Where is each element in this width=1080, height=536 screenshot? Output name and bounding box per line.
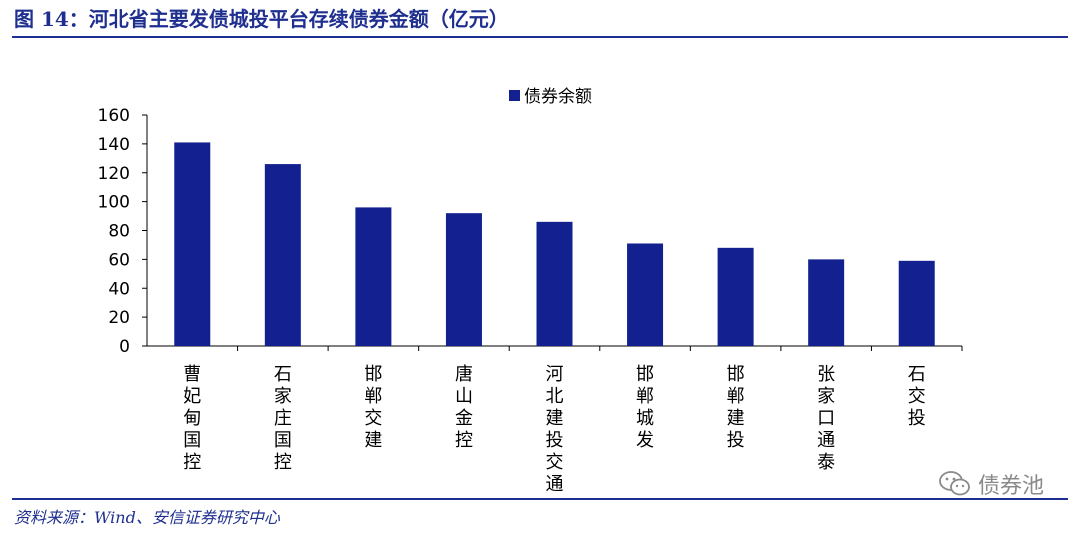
footer-divider xyxy=(12,498,1068,500)
x-tick-label: 邯郸建投 xyxy=(727,364,745,451)
legend-swatch xyxy=(509,90,520,101)
x-tick-label: 曹妃甸国控 xyxy=(183,364,201,473)
source-note: 资料来源：Wind、安信证券研究中心 xyxy=(14,508,280,527)
y-tick-label: 120 xyxy=(98,164,130,184)
bar xyxy=(355,207,392,346)
bar xyxy=(808,259,845,346)
bar xyxy=(627,243,664,346)
bar xyxy=(264,164,301,346)
watermark: 债券池 xyxy=(938,468,1044,500)
y-tick-label: 0 xyxy=(119,337,130,357)
bar xyxy=(445,213,482,346)
y-tick-label: 100 xyxy=(98,193,130,213)
x-tick-label: 唐山金控 xyxy=(455,364,473,451)
x-tick-label: 河北建投交通 xyxy=(546,364,564,495)
y-tick-label: 20 xyxy=(108,308,130,328)
wechat-icon xyxy=(939,471,970,496)
y-tick-label: 140 xyxy=(98,135,130,155)
x-tick-label: 邯郸城发 xyxy=(636,364,654,451)
y-tick-label: 60 xyxy=(108,250,130,270)
x-tick-label: 张家口通泰 xyxy=(817,364,835,473)
bar xyxy=(898,260,935,346)
bar-chart: 0 20 40 60 80 100 120 140 160 曹妃甸国控 石家庄国控 邯郸交建 唐山金控 河… xyxy=(98,87,963,495)
title-divider xyxy=(12,36,1068,38)
y-tick-label: 80 xyxy=(108,222,130,242)
bar xyxy=(536,221,573,346)
legend-label: 债券余额 xyxy=(524,87,592,107)
y-tick-label: 160 xyxy=(98,106,130,126)
x-tick-label: 石家庄国控 xyxy=(274,364,292,473)
chart-title: 图 14：河北省主要发债城投平台存续债券金额（亿元） xyxy=(14,7,509,31)
y-tick-label: 40 xyxy=(108,279,130,299)
watermark-text: 债券池 xyxy=(977,474,1044,499)
bar xyxy=(717,247,754,346)
bar xyxy=(174,142,211,346)
x-tick-label: 邯郸交建 xyxy=(364,364,382,451)
x-tick-label: 石交投 xyxy=(908,364,926,429)
